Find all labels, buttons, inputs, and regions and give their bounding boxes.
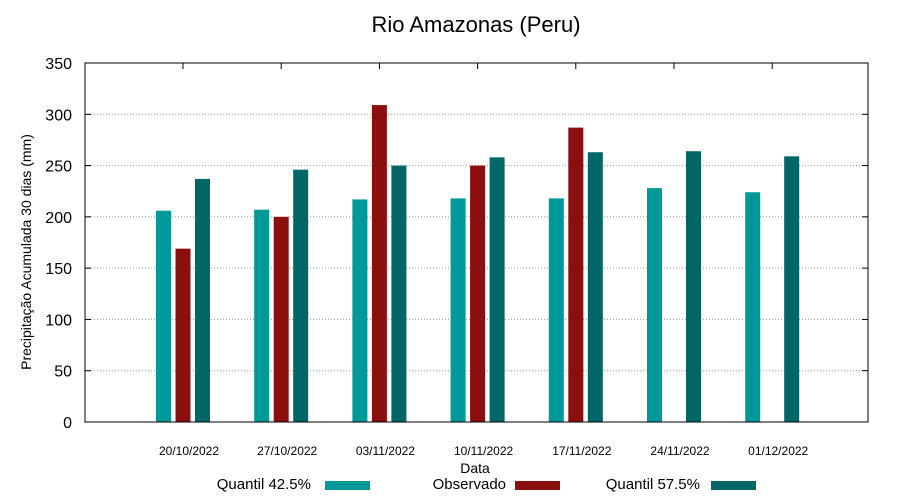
bar-quantil-57-5--01/12/2022 [784, 156, 800, 422]
bar-quantil-42-5--27/10/2022 [254, 209, 270, 422]
x-tick-label: 01/12/2022 [748, 444, 808, 458]
y-tick-label: 0 [63, 415, 72, 432]
chart-title: Rio Amazonas (Peru) [371, 12, 580, 37]
bar-quantil-57-5--27/10/2022 [293, 169, 309, 422]
legend-swatch [515, 481, 560, 490]
x-axis-label: Data [460, 460, 490, 476]
bar-observado-20/10/2022 [175, 248, 191, 422]
legend-label: Quantil 42.5% [217, 476, 311, 493]
legend-label: Observado [433, 476, 506, 493]
plot-frame [84, 62, 869, 423]
legend: Quantil 42.5% Observado Quantil 57.5% [217, 476, 756, 493]
bars-layer [156, 105, 800, 423]
y-tick-label: 250 [45, 159, 72, 176]
bar-observado-10/11/2022 [470, 165, 486, 423]
y-axis: 0 50 100 150 200 250 300 350 [45, 56, 868, 432]
x-tick-label: 20/10/2022 [159, 444, 219, 458]
x-tick-label: 24/11/2022 [650, 444, 709, 458]
x-tick-label: 10/11/2022 [454, 444, 513, 458]
x-tick-label: 27/10/2022 [257, 444, 317, 458]
y-tick-label: 50 [54, 364, 72, 381]
y-tick-label: 100 [45, 312, 72, 329]
legend-label: Quantil 57.5% [606, 476, 700, 493]
y-tick-label: 200 [45, 210, 72, 227]
bar-quantil-57-5--24/11/2022 [686, 151, 701, 422]
bar-quantil-42-5--10/11/2022 [450, 198, 466, 422]
y-tick-label: 300 [45, 107, 72, 124]
bar-quantil-42-5--01/12/2022 [745, 192, 761, 422]
x-axis: 20/10/2022 27/10/2022 03/11/2022 10/11/2022… [159, 63, 809, 458]
bar-quantil-57-5--20/10/2022 [195, 178, 210, 422]
bar-quantil-57-5--10/11/2022 [489, 157, 505, 422]
bar-quantil-57-5--17/11/2022 [587, 152, 603, 423]
x-tick-label: 03/11/2022 [356, 444, 415, 458]
bar-quantil-42-5--17/11/2022 [548, 198, 564, 422]
y-tick-label: 350 [45, 56, 72, 73]
x-tick-label: 17/11/2022 [552, 444, 611, 458]
bar-quantil-42-5--20/10/2022 [156, 210, 171, 422]
bar-quantil-42-5--03/11/2022 [352, 199, 368, 422]
bar-observado-27/10/2022 [273, 216, 289, 422]
legend-swatch [325, 481, 370, 490]
bar-observado-17/11/2022 [568, 127, 584, 423]
y-axis-label: Precipitação Acumulada 30 dias (mm) [18, 134, 34, 370]
bar-observado-03/11/2022 [371, 105, 387, 422]
y-tick-label: 150 [45, 261, 72, 278]
bar-quantil-42-5--24/11/2022 [647, 188, 662, 422]
legend-swatch [711, 481, 756, 490]
bar-quantil-57-5--03/11/2022 [391, 165, 407, 423]
